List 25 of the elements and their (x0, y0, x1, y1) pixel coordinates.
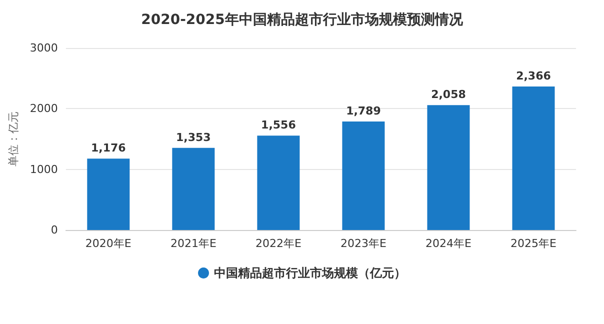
y-tick-label: 0 (50, 224, 58, 236)
text: 2,058 (431, 88, 466, 102)
bar (427, 105, 470, 230)
y-tick-label: 2000 (30, 102, 58, 116)
x-tick-label: 2024年E (425, 237, 472, 250)
legend-label: 中国精品超市行业市场规模（亿元） (214, 266, 406, 280)
y-axis-title: 单位：亿元 (7, 112, 20, 166)
x-tick-label: 2023年E (340, 237, 386, 250)
text: 1,353 (176, 130, 211, 144)
text: 1,176 (91, 142, 126, 155)
text: 1,789 (346, 104, 381, 118)
chart-title: 2020-2025年中国精品超市行业市场规模预测情况 (141, 11, 464, 28)
y-tick-label: 3000 (30, 42, 58, 54)
bar (172, 148, 215, 230)
x-tick-label: 2022年E (255, 237, 302, 250)
bar (87, 158, 130, 230)
bar (342, 121, 385, 230)
x-tick-label: 2025年E (510, 237, 557, 250)
text: 1,556 (261, 118, 296, 132)
bar (512, 86, 555, 230)
x-tick-label: 2021年E (170, 237, 216, 250)
text: 2,366 (516, 69, 551, 82)
bar (257, 136, 300, 230)
y-tick-label: 1000 (30, 162, 58, 176)
x-tick-label: 2020年E (85, 237, 132, 250)
